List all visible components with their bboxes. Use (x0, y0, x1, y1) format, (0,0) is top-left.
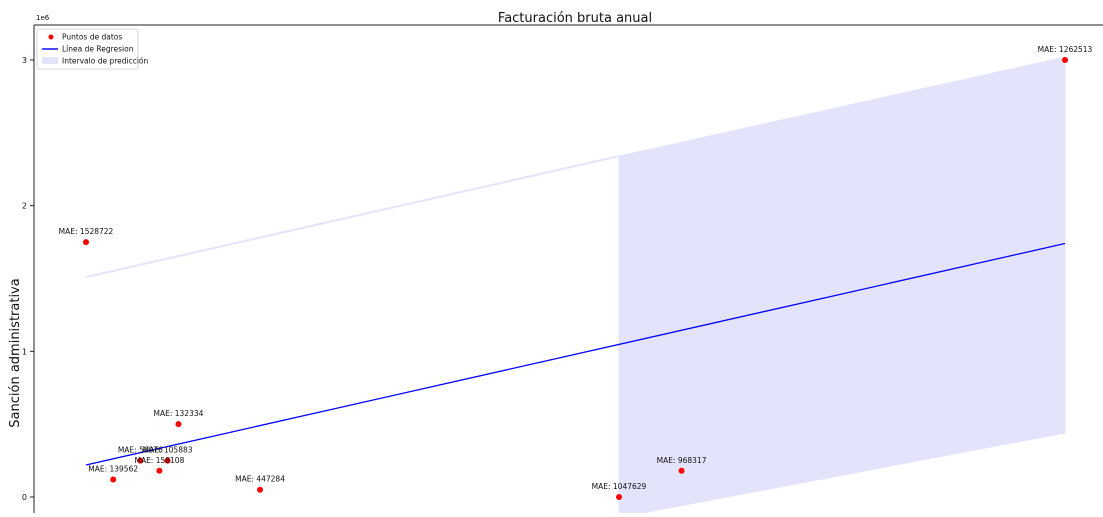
prediction-interval-upper-edge (85, 155, 620, 279)
y-tick-label: 0 (22, 493, 27, 502)
data-point (257, 486, 264, 493)
data-point-label: MAE: 105883 (143, 446, 193, 455)
legend-marker-icon (48, 34, 54, 40)
data-point-label: MAE: 1528722 (59, 227, 114, 236)
data-point (1062, 57, 1068, 63)
y-axis-ticks: 0 1 2 3 (22, 56, 34, 502)
data-point (156, 467, 163, 474)
y-tick-label: 2 (22, 202, 27, 211)
y-axis-label: Sanción administrativa (8, 278, 23, 427)
data-point (110, 476, 117, 483)
y-axis-multiplier: 1e6 (36, 14, 50, 22)
regression-line (85, 242, 1066, 466)
legend-box (36, 28, 139, 70)
legend-label: Puntos de datos (62, 33, 122, 42)
data-point-label: MAE: 968317 (657, 456, 707, 465)
chart-title: Facturación bruta anual (498, 11, 652, 26)
data-point-label: MAE: 447284 (235, 475, 285, 484)
legend-label: Línea de Regresion (62, 45, 134, 54)
legend-patch-icon (42, 57, 58, 64)
prediction-interval-band (618, 56, 1066, 517)
y-tick-label: 1 (22, 347, 27, 356)
data-point-label: MAE: 158108 (134, 456, 184, 465)
data-point (175, 421, 182, 428)
data-point-label: MAE: 1047629 (592, 482, 647, 491)
data-point-label: MAE: 132334 (154, 409, 204, 418)
data-point (616, 494, 623, 500)
legend: Puntos de datos Línea de Regresion Interva… (36, 28, 149, 70)
data-point (678, 467, 685, 474)
y-tick-label: 3 (22, 56, 27, 65)
data-point (83, 239, 89, 246)
data-point-label: MAE: 1262513 (1038, 45, 1093, 54)
data-point (137, 457, 144, 464)
data-point-label: MAE: 139562 (88, 465, 138, 474)
data-point (164, 457, 171, 464)
data-point-label: MAE: 56076 (118, 446, 163, 455)
legend-label: Intervalo de predicción (62, 57, 149, 66)
